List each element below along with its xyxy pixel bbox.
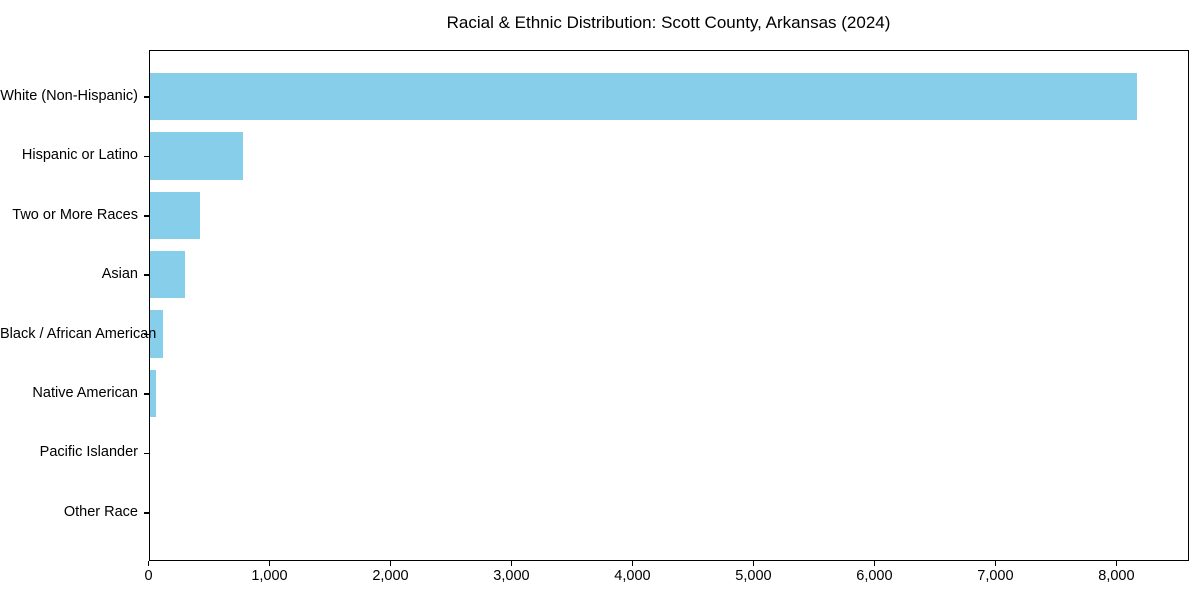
x-tick-mark [510,561,513,566]
y-tick-label: Native American [32,385,138,401]
y-tick-mark [143,512,149,514]
y-tick-label: Pacific Islander [39,444,138,461]
chart-title: Racial & Ethnic Distribution: Scott Coun… [446,13,891,32]
x-tick-label: 3,000 [493,568,530,584]
bar [149,369,156,418]
bar [149,191,200,240]
bar [149,310,163,358]
y-tick-mark [143,393,149,395]
bar [149,72,1137,121]
y-tick-label: Two or More Races [12,206,138,223]
x-tick-mark [1115,561,1118,566]
y-tick-mark [143,215,149,217]
y-tick-mark [143,333,149,336]
plot-area [148,50,1189,561]
x-tick-label: 0 [144,568,153,584]
x-tick-label: 7,000 [977,568,1014,584]
x-tick-mark [994,561,997,566]
x-tick-label: 4,000 [614,568,651,584]
x-tick-label: 8,000 [1098,568,1135,584]
y-tick-mark [143,452,149,455]
y-tick-label: Black / African American [0,325,157,342]
y-tick-mark [143,155,149,158]
x-tick-mark [147,561,150,566]
bar [149,250,185,299]
x-tick-mark [631,561,634,566]
bar [149,132,244,180]
y-tick-label: Other Race [63,503,138,520]
x-tick-mark [268,561,271,566]
y-tick-mark [143,96,149,98]
y-tick-label: Hispanic or Latino [21,147,138,164]
x-tick-mark [389,561,392,566]
x-tick-mark [752,561,755,566]
x-tick-label: 6,000 [856,568,893,584]
x-tick-label: 5,000 [735,568,772,584]
x-tick-label: 2,000 [372,568,409,584]
y-tick-label: Asian [101,266,138,283]
x-tick-label: 1,000 [251,568,288,584]
y-tick-label: White (Non-Hispanic) [0,88,138,104]
x-tick-mark [873,561,876,566]
y-tick-mark [143,274,149,276]
